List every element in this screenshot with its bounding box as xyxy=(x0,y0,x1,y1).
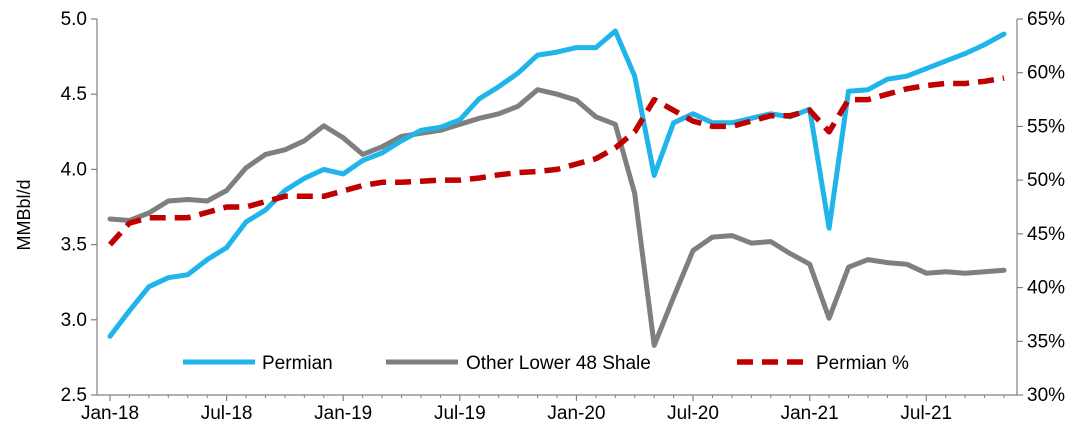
x-tick-label: Jul-19 xyxy=(434,403,486,424)
x-tick-label: Jul-20 xyxy=(667,403,719,424)
x-tick-label: Jul-18 xyxy=(201,403,253,424)
x-tick-label: Jan-20 xyxy=(547,403,605,424)
x-tick-label: Jan-18 xyxy=(81,403,139,424)
legend-label: Permian % xyxy=(816,353,909,374)
legend-label: Permian xyxy=(262,353,333,374)
y2-tick-label: 60% xyxy=(1027,63,1065,84)
legend: Permian Other Lower 48 Shale Permian % xyxy=(183,353,909,374)
y2-tick-label: 30% xyxy=(1027,385,1065,406)
legend-label: Other Lower 48 Shale xyxy=(466,353,651,374)
y-axis-title: MMBbl/d xyxy=(14,179,34,250)
y2-tick-label: 50% xyxy=(1027,170,1065,191)
x-tick-label: Jul-21 xyxy=(900,403,952,424)
series-line-other-lower-48-shale xyxy=(107,87,1007,348)
y-tick-label: 3.5 xyxy=(61,235,87,256)
y-tick-label: 4.0 xyxy=(61,159,87,180)
y2-tick-label: 40% xyxy=(1027,278,1065,299)
y-tick-label: 5.0 xyxy=(61,9,87,30)
y-tick-label: 2.5 xyxy=(61,385,87,406)
chart-axes: 2.5 3.0 3.5 4.0 4.5 5.0 30% 35% 40% 45% 50% 55% 60% 6… xyxy=(61,9,1066,424)
y2-tick-label: 55% xyxy=(1027,116,1065,137)
y2-tick-label: 65% xyxy=(1027,9,1065,30)
series-layer xyxy=(107,28,1007,348)
x-tick-label: Jan-19 xyxy=(314,403,372,424)
y-tick-label: 3.0 xyxy=(61,310,87,331)
x-tick-label: Jan-21 xyxy=(781,403,839,424)
series-line-permian xyxy=(107,75,1005,247)
series-line-permian xyxy=(107,28,1007,339)
y2-tick-label: 35% xyxy=(1027,331,1065,352)
y-tick-label: 4.5 xyxy=(61,84,87,105)
y2-tick-label: 45% xyxy=(1027,224,1065,245)
